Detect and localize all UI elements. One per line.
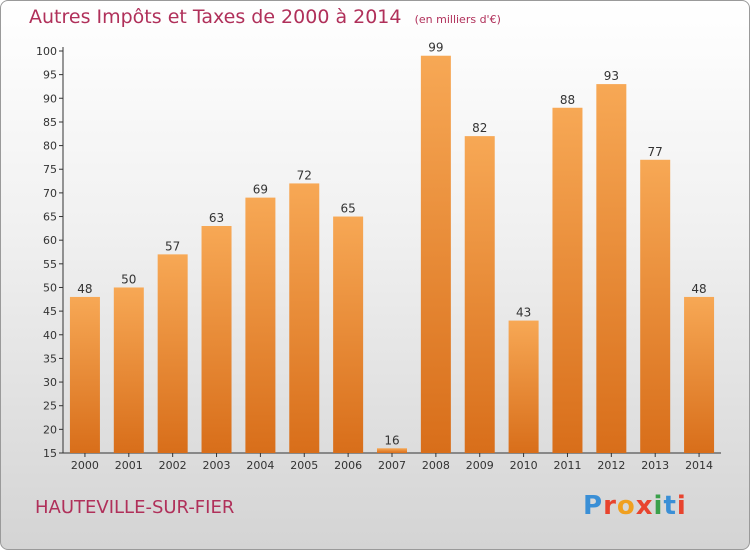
bar: [464, 136, 495, 454]
proxiti-logo: Proxiti: [583, 491, 687, 521]
bar: [201, 225, 232, 453]
bar-value-label: 48: [691, 282, 706, 296]
logo-letter: o: [616, 491, 636, 521]
y-tick-label: 60: [43, 234, 57, 247]
x-tick-label: 2009: [466, 459, 494, 472]
x-tick-label: 2008: [422, 459, 450, 472]
logo-letter: t: [663, 491, 677, 521]
bar-value-label: 82: [472, 121, 487, 135]
bar-value-label: 43: [516, 306, 531, 320]
bar-value-label: 16: [384, 433, 399, 447]
x-tick-label: 2010: [510, 459, 538, 472]
y-tick-label: 90: [43, 92, 57, 105]
chart-title: Autres Impôts et Taxes de 2000 à 2014: [29, 6, 402, 28]
x-tick-label: 2014: [685, 459, 713, 472]
logo-letter: i: [653, 491, 664, 521]
bar: [333, 216, 364, 453]
bar: [640, 159, 671, 453]
x-tick-label: 2006: [334, 459, 362, 472]
x-tick-label: 2012: [597, 459, 625, 472]
y-tick-label: 55: [43, 258, 57, 271]
logo-letter: i: [676, 491, 687, 521]
y-tick-label: 35: [43, 352, 57, 365]
y-tick-label: 100: [36, 45, 57, 58]
x-tick-label: 2007: [378, 459, 406, 472]
y-tick-label: 50: [43, 281, 57, 294]
bar-value-label: 99: [428, 41, 443, 55]
y-tick-label: 70: [43, 187, 57, 200]
bar: [552, 107, 583, 454]
bar-value-label: 63: [209, 211, 224, 225]
y-tick-label: 85: [43, 116, 57, 129]
y-tick-label: 25: [43, 400, 57, 413]
bar: [289, 183, 320, 453]
x-tick-label: 2011: [553, 459, 581, 472]
x-tick-label: 2001: [115, 459, 143, 472]
bar: [157, 254, 188, 453]
y-tick-label: 20: [43, 423, 57, 436]
bar-value-label: 57: [165, 239, 180, 253]
x-tick-label: 2005: [290, 459, 318, 472]
bar: [596, 84, 627, 453]
logo-letter: r: [603, 491, 617, 521]
x-tick-label: 2000: [71, 459, 99, 472]
x-tick-label: 2013: [641, 459, 669, 472]
chart-unit-note: (en milliers d'€): [414, 13, 501, 26]
bar: [69, 296, 100, 453]
bar: [684, 296, 715, 453]
y-tick-label: 15: [43, 447, 57, 460]
bar: [508, 320, 539, 453]
bar-value-label: 93: [604, 69, 619, 83]
bar: [420, 55, 451, 454]
chart-title-block: Autres Impôts et Taxes de 2000 à 2014 (e…: [29, 6, 501, 28]
bar: [377, 448, 407, 453]
logo-letter: x: [635, 491, 654, 521]
y-tick-label: 75: [43, 163, 57, 176]
bar: [113, 287, 144, 453]
y-tick-label: 95: [43, 69, 57, 82]
y-tick-label: 80: [43, 140, 57, 153]
bar-value-label: 72: [297, 168, 312, 182]
x-tick-label: 2004: [246, 459, 274, 472]
y-tick-label: 65: [43, 211, 57, 224]
y-tick-label: 40: [43, 329, 57, 342]
logo-letter: P: [583, 491, 604, 521]
y-tick-label: 30: [43, 376, 57, 389]
bar-value-label: 50: [121, 272, 136, 286]
y-tick-label: 45: [43, 305, 57, 318]
bar: [245, 197, 276, 453]
commune-name: HAUTEVILLE-SUR-FIER: [35, 497, 235, 518]
bar-value-label: 77: [648, 145, 663, 159]
bar-value-label: 48: [77, 282, 92, 296]
x-tick-label: 2003: [203, 459, 231, 472]
bar-value-label: 88: [560, 93, 575, 107]
bar-value-label: 69: [253, 183, 268, 197]
bar-value-label: 65: [340, 202, 355, 216]
x-tick-label: 2002: [159, 459, 187, 472]
